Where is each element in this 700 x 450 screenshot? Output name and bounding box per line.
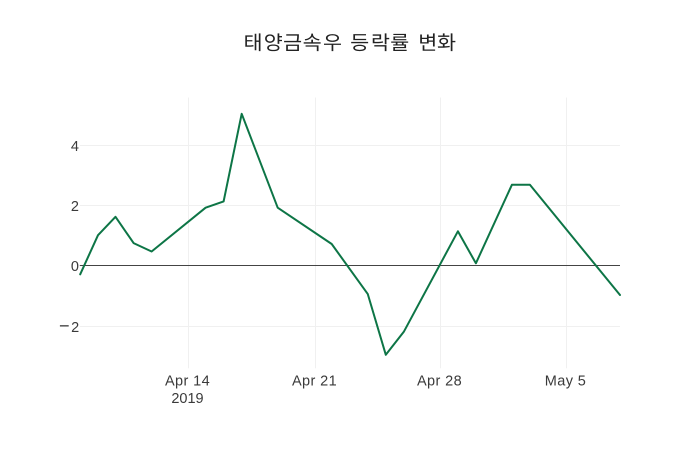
svg-text:Apr 21: Apr 21: [292, 373, 337, 389]
svg-text:2019: 2019: [171, 391, 203, 407]
svg-text:2: 2: [71, 320, 79, 336]
svg-text:2: 2: [71, 199, 79, 215]
svg-text:Apr 28: Apr 28: [417, 373, 462, 389]
svg-text:4: 4: [71, 139, 79, 155]
svg-text:May 5: May 5: [545, 373, 587, 389]
svg-text:0: 0: [71, 259, 79, 275]
svg-text:Apr 14: Apr 14: [165, 373, 210, 389]
